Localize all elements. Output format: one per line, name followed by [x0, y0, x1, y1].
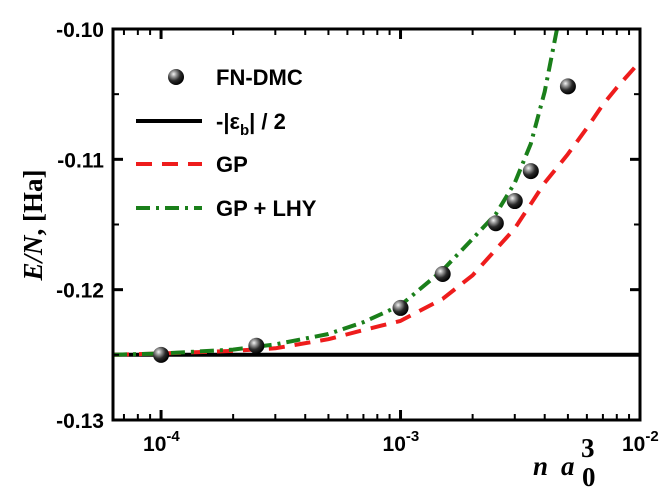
data-point-fn-dmc	[153, 346, 170, 363]
svg-text:n: n	[533, 451, 548, 481]
data-point-fn-dmc	[487, 215, 504, 232]
x-axis-label: n a 0 3	[533, 433, 596, 490]
data-point-fn-dmc	[392, 299, 409, 316]
data-point-fn-dmc	[248, 337, 265, 354]
y-tick-label: -0.13	[56, 410, 104, 433]
marker-layer	[153, 78, 576, 363]
legend-entry-fn-dmc: FN-DMC	[168, 65, 303, 90]
svg-text:E/N, [Ha]: E/N, [Ha]	[18, 170, 48, 282]
legend-entry-gp: GP	[136, 152, 248, 177]
x-axis-label-sub: 0	[582, 462, 596, 490]
series-line-gp-lhy	[113, 29, 559, 357]
series-layer	[113, 29, 640, 357]
data-point-fn-dmc	[522, 163, 539, 180]
data-point-fn-dmc	[434, 266, 451, 283]
legend-label-binding: -|εb| / 2	[216, 109, 286, 139]
y-axis-label: E/N, [Ha]	[18, 170, 48, 282]
y-tick-label: -0.10	[56, 19, 104, 42]
y-tick-label: -0.12	[56, 280, 104, 303]
legend-entry-gp-lhy: GP + LHY	[136, 196, 317, 221]
data-point-fn-dmc	[506, 193, 523, 210]
legend-swatch-fn-dmc	[168, 69, 184, 85]
x-axis-label-sup: 3	[581, 433, 595, 463]
x-tick-label: 10-3	[383, 428, 420, 456]
x-axis-label-a: a	[561, 451, 575, 481]
ticks-layer: -0.13 -0.12 -0.11 -0.10 10-4 10-3 10-2	[56, 19, 659, 456]
legend-entry-binding: -|εb| / 2	[136, 109, 286, 139]
x-axis-label-n: n	[533, 451, 548, 481]
legend: FN-DMC -|εb| / 2 GP GP + LHY	[136, 65, 317, 221]
x-tick-label: 10-2	[622, 428, 659, 456]
svg-text:a: a	[561, 451, 575, 481]
x-tick-label: 10-4	[143, 428, 180, 456]
data-point-fn-dmc	[559, 78, 576, 95]
legend-label-gp: GP	[216, 152, 248, 177]
legend-label-gp-lhy: GP + LHY	[216, 196, 317, 221]
svg-text:3: 3	[581, 433, 595, 463]
y-axis-label-unit: , [Ha]	[18, 170, 48, 236]
y-tick-label: -0.11	[57, 149, 104, 172]
svg-text:0: 0	[582, 462, 596, 490]
y-axis-label-main: E/N	[18, 234, 48, 282]
series-line-gp	[113, 60, 640, 357]
legend-label-fn-dmc: FN-DMC	[216, 65, 303, 90]
